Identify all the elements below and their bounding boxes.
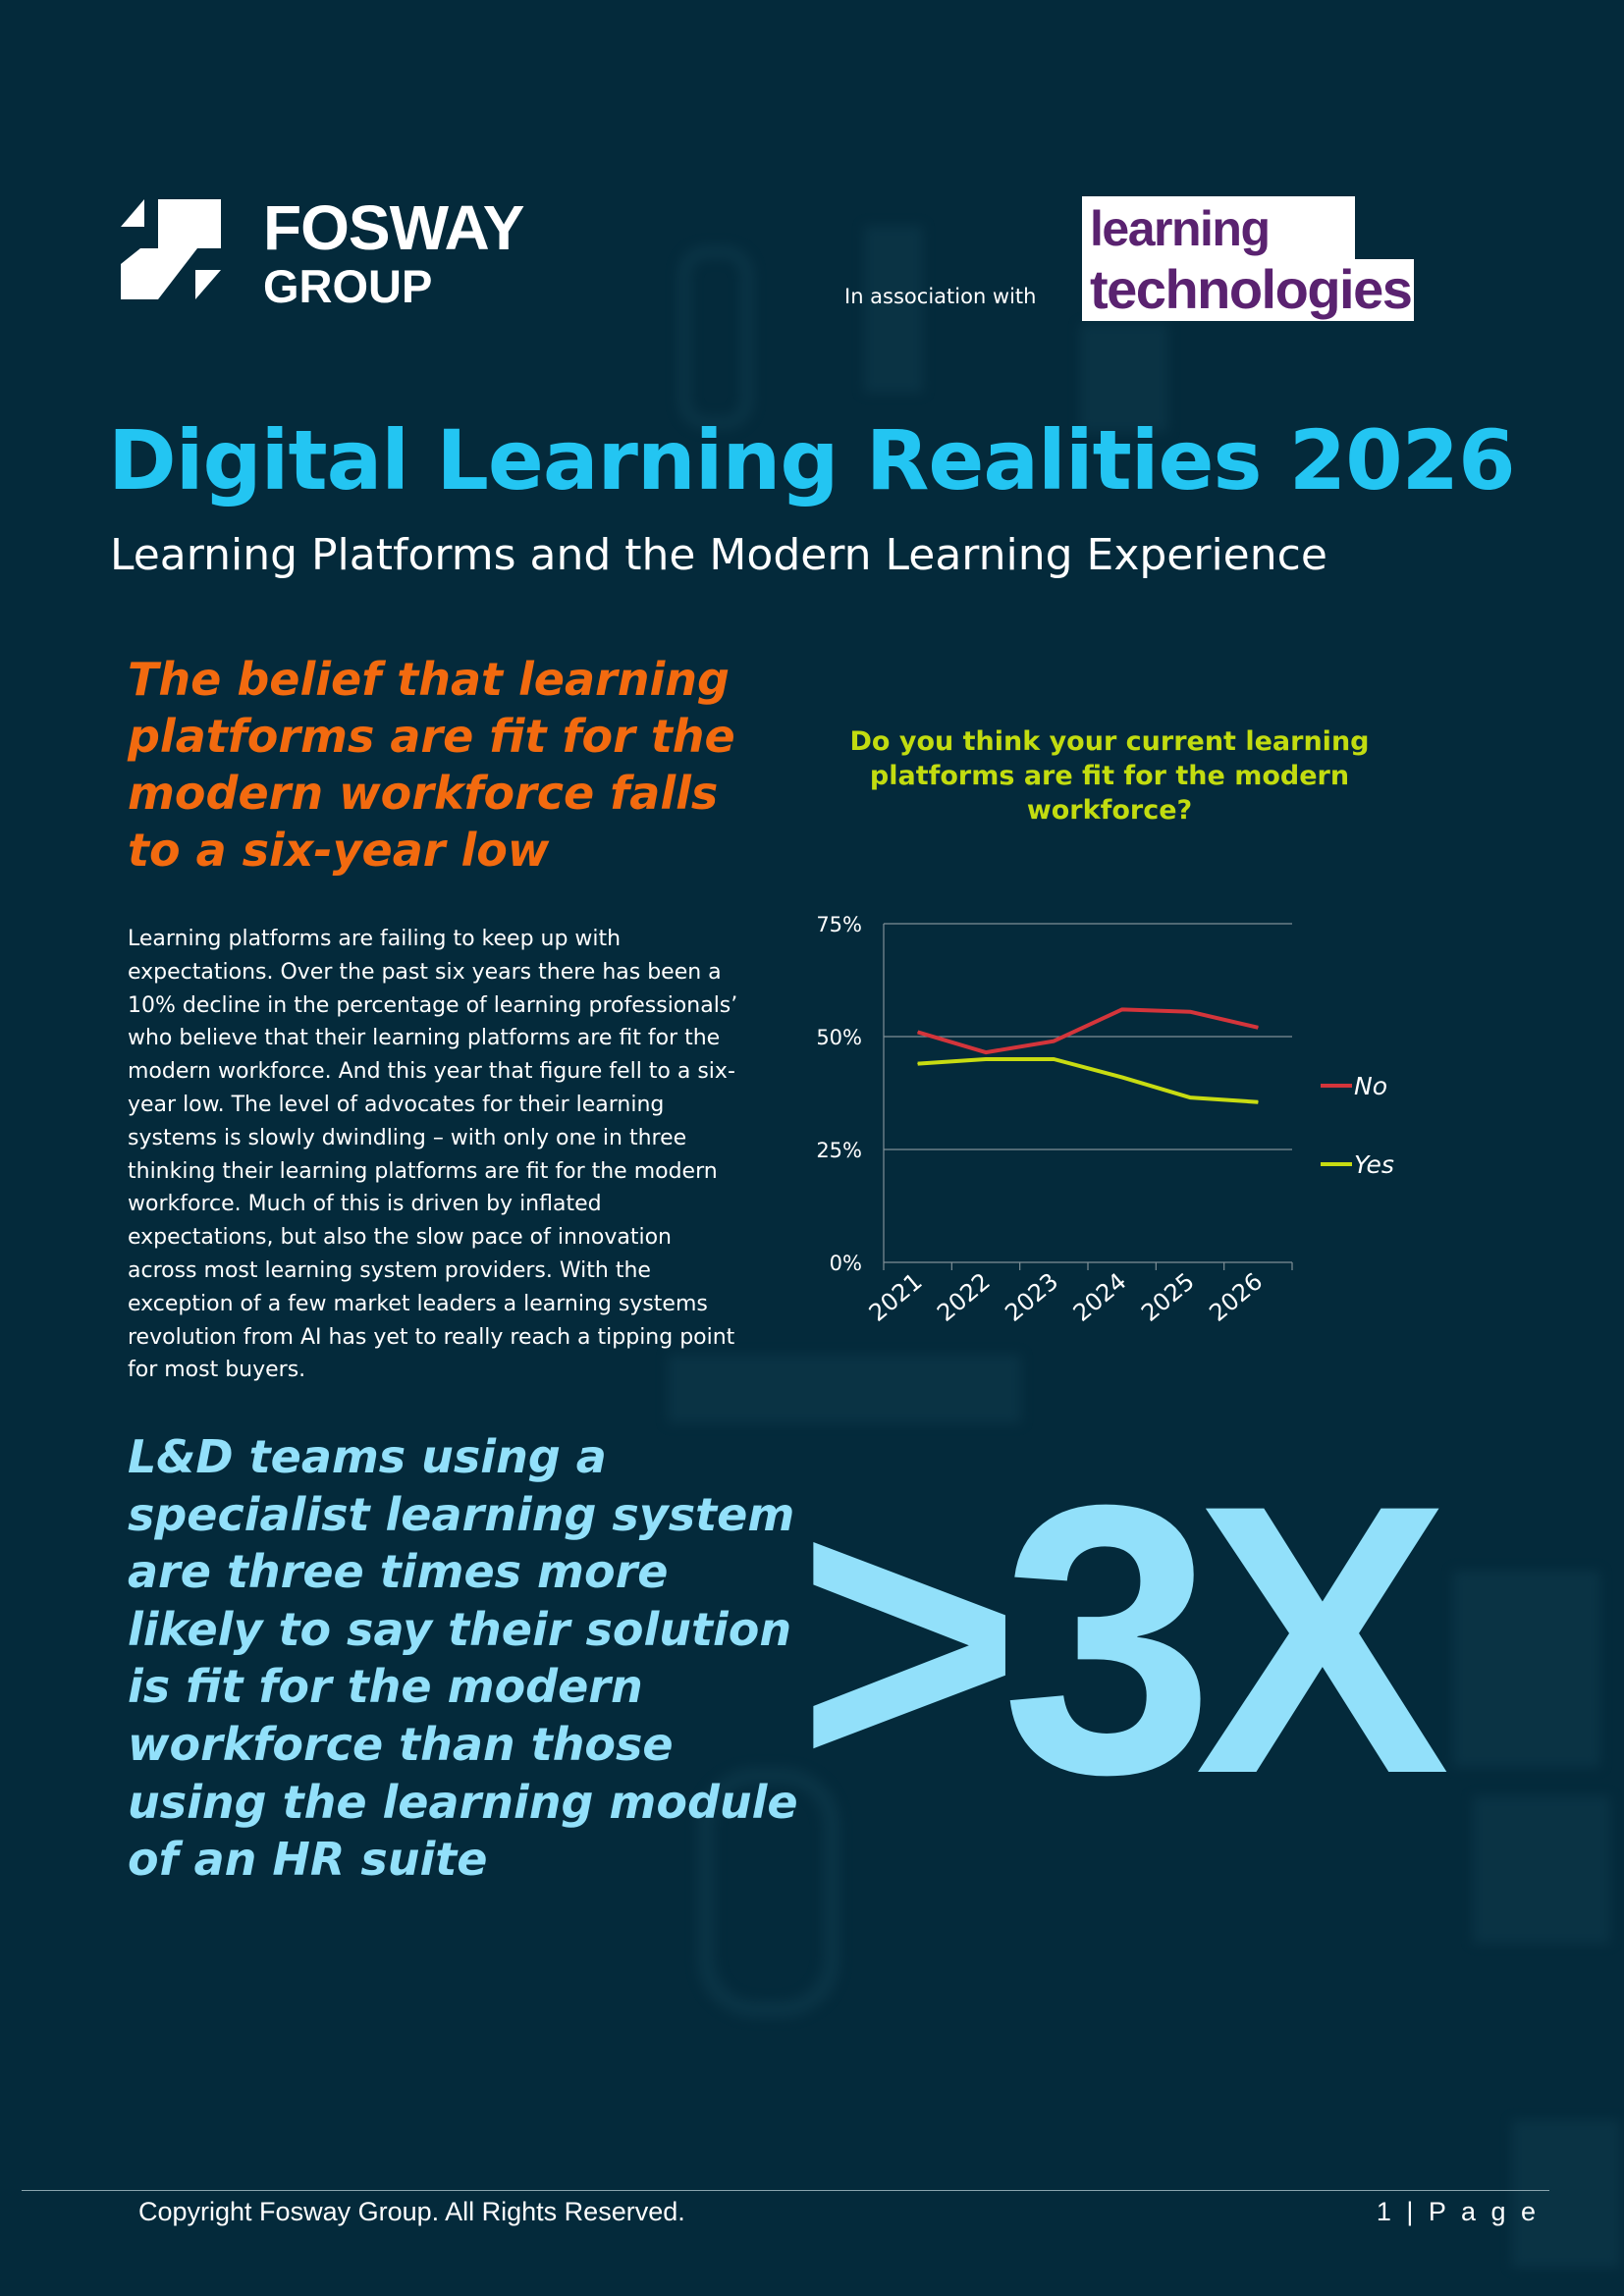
data-point-yes bbox=[1189, 1096, 1191, 1098]
data-point-no bbox=[985, 1051, 987, 1053]
x-tick-label: 2022 bbox=[932, 1267, 996, 1327]
background-decoration bbox=[668, 1355, 1021, 1423]
brand-suffix: GROUP bbox=[263, 260, 433, 312]
fosway-logo-icon bbox=[121, 199, 221, 299]
chart-title: Do you think your current learning platf… bbox=[849, 726, 1370, 826]
body-paragraph: Learning platforms are failing to keep u… bbox=[128, 927, 738, 1383]
y-tick-label: 50% bbox=[816, 1026, 862, 1049]
legend-label-yes: Yes bbox=[1354, 1150, 1394, 1179]
learning-technologies-logo: learning technologies bbox=[1082, 196, 1414, 321]
background-decoration bbox=[1080, 324, 1168, 432]
series-line-no bbox=[917, 1007, 1259, 1055]
big-stat: >3X bbox=[797, 1425, 1450, 1853]
line-chart: 0% 25% 50% 75% 2021 2022 2023 2024 2025 2026 No Yes bbox=[816, 913, 1394, 1327]
page-title: Digital Learning Realities 2026 bbox=[108, 412, 1516, 508]
data-point-yes bbox=[917, 1063, 919, 1065]
background-decoration bbox=[1512, 2120, 1620, 2268]
x-tick-label: 2023 bbox=[1000, 1267, 1063, 1327]
legend-label-no: No bbox=[1354, 1072, 1387, 1100]
callout-text: L&D teams using a specialist learning sy… bbox=[128, 1430, 798, 1887]
background-decoration bbox=[1473, 1796, 1610, 1944]
x-tick-label: 2024 bbox=[1068, 1267, 1132, 1327]
data-point-no bbox=[1189, 1011, 1191, 1013]
background-decoration bbox=[677, 245, 754, 430]
footer-page-number: 1 | P a g e bbox=[1376, 2197, 1540, 2226]
data-point-yes bbox=[1053, 1058, 1055, 1060]
x-tick-label: 2025 bbox=[1136, 1267, 1200, 1327]
series-line-yes bbox=[917, 1057, 1259, 1104]
data-point-no bbox=[917, 1031, 919, 1033]
brand-name: FOSWAY bbox=[263, 192, 524, 263]
background-decoration bbox=[697, 1767, 840, 2018]
data-point-no bbox=[1121, 1008, 1123, 1010]
background-decoration bbox=[1453, 1571, 1600, 1767]
fosway-wordmark: FOSWAY GROUP bbox=[263, 192, 524, 312]
data-point-yes bbox=[1121, 1076, 1123, 1078]
y-tick-label: 25% bbox=[816, 1139, 862, 1162]
data-point-yes bbox=[985, 1058, 987, 1060]
x-tick-label: 2026 bbox=[1204, 1267, 1268, 1327]
footer-copyright: Copyright Fosway Group. All Rights Reser… bbox=[138, 2197, 685, 2226]
partner-line-1: learning bbox=[1090, 201, 1271, 256]
footer-divider bbox=[22, 2190, 1549, 2191]
page-subtitle: Learning Platforms and the Modern Learni… bbox=[110, 530, 1327, 580]
headline: The belief that learning platforms are f… bbox=[128, 653, 735, 877]
data-point-yes bbox=[1257, 1101, 1259, 1103]
y-tick-label: 0% bbox=[830, 1252, 862, 1275]
y-tick-label: 75% bbox=[816, 913, 862, 936]
data-point-no bbox=[1257, 1027, 1259, 1029]
partner-line-2: technologies bbox=[1090, 258, 1413, 320]
background-decoration bbox=[864, 226, 923, 393]
association-label: In association with bbox=[844, 285, 1037, 308]
x-tick-label: 2021 bbox=[864, 1267, 928, 1327]
